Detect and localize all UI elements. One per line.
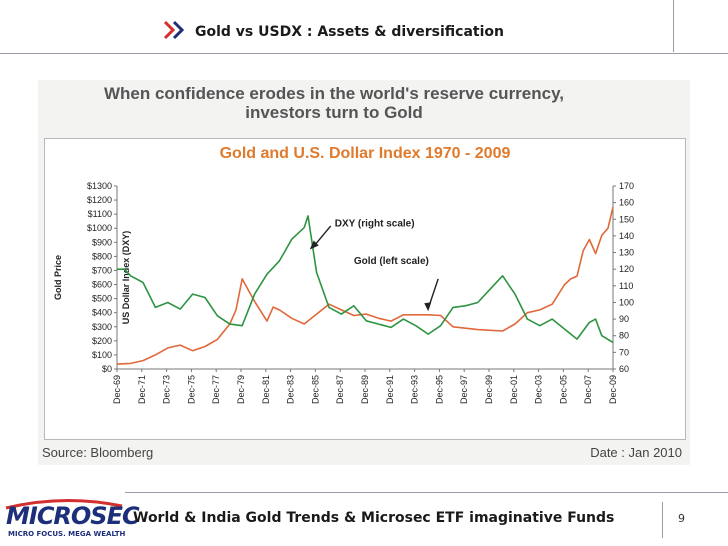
x-tick-label: Dec-05 <box>558 375 568 404</box>
x-tick-label: Dec-81 <box>261 375 271 404</box>
left-tick-label: $1000 <box>87 223 112 233</box>
right-tick-label: 150 <box>619 214 634 224</box>
right-tick-label: 110 <box>619 281 633 291</box>
chart-figure: When confidence erodes in the world's re… <box>38 80 690 465</box>
header-divider <box>673 0 674 52</box>
x-tick-label: Dec-75 <box>186 375 196 404</box>
left-tick-label: $300 <box>92 322 112 332</box>
x-tick-label: Dec-77 <box>211 375 221 404</box>
left-tick-label: $600 <box>92 280 112 290</box>
right-tick-label: 140 <box>619 231 634 241</box>
chart-panel: Gold and U.S. Dollar Index 1970 - 2009 $… <box>44 138 686 440</box>
date-text: Date : Jan 2010 <box>590 445 682 460</box>
slide-title: Gold vs USDX : Assets & diversification <box>195 24 505 40</box>
dual-axis-line-chart: $0 $100 $200 $300 $400 $500 $600 $700 $800 $900 $1… <box>53 181 634 404</box>
figure-headline: When confidence erodes in the world's re… <box>103 84 565 122</box>
x-tick-label: Dec-97 <box>459 375 469 404</box>
x-tick-label: Dec-87 <box>335 375 345 404</box>
gold-price-line <box>116 206 614 365</box>
gold-annotation-label: Gold (left scale) <box>354 256 429 267</box>
left-tick-label: $100 <box>92 350 112 360</box>
right-tick-label: 120 <box>619 264 634 274</box>
x-tick-label: Dec-91 <box>385 375 395 404</box>
right-tick-label: 130 <box>619 248 634 258</box>
left-tick-label: $200 <box>92 336 112 346</box>
microsec-logo: MICROSEC MICRO FOCUS. MEGA WEALTH <box>4 498 140 542</box>
left-tick-label: $500 <box>92 294 112 304</box>
x-tick-label: Dec-01 <box>509 375 519 404</box>
x-tick-label: Dec-07 <box>583 375 593 404</box>
left-tick-label: $900 <box>92 237 112 247</box>
right-tick-label: 170 <box>619 181 634 191</box>
logo-swoosh-icon <box>5 498 123 510</box>
dxy-annotation-label: DXY (right scale) <box>335 219 415 230</box>
left-tick-label: $800 <box>92 251 112 261</box>
logo-wordmark: MICROSEC <box>6 502 140 530</box>
slide-footer: MICROSEC MICRO FOCUS. MEGA WEALTH World … <box>0 488 728 546</box>
left-tick-label: $1100 <box>88 209 112 219</box>
dxy-line <box>117 215 614 344</box>
double-chevron-icon <box>163 20 185 40</box>
footer-caption: World & India Gold Trends & Microsec ETF… <box>133 510 615 526</box>
x-tick-label: Dec-79 <box>236 375 246 404</box>
left-tick-label: $700 <box>92 265 112 275</box>
left-axis-title: Gold Price <box>53 255 63 300</box>
chart-title: Gold and U.S. Dollar Index 1970 - 2009 <box>219 145 511 162</box>
x-tick-label: Dec-83 <box>286 375 296 404</box>
right-tick-label: 60 <box>619 364 629 374</box>
left-tick-label: $1200 <box>87 195 112 205</box>
x-tick-label: Dec-95 <box>434 375 444 404</box>
left-tick-label: $0 <box>102 364 112 374</box>
right-tick-label: 90 <box>619 314 629 324</box>
x-tick-label: Dec-93 <box>410 375 420 404</box>
page-number: 9 <box>678 512 685 525</box>
right-tick-label: 70 <box>619 347 629 357</box>
header-rule <box>0 53 728 54</box>
x-tick-label: Dec-73 <box>162 375 172 404</box>
x-tick-label: Dec-85 <box>310 375 320 404</box>
right-tick-label: 160 <box>619 198 634 208</box>
x-tick-label: Dec-71 <box>137 375 147 404</box>
left-tick-label: $1300 <box>87 181 112 191</box>
footer-rule <box>125 492 728 493</box>
left-tick-label: $400 <box>92 308 112 318</box>
x-tick-label: Dec-09 <box>608 375 618 404</box>
x-tick-label: Dec-99 <box>484 375 494 404</box>
right-axis-title: US Dollar Index (DXY) <box>121 231 131 325</box>
x-tick-label: Dec-03 <box>534 375 544 404</box>
right-tick-label: 80 <box>619 331 629 341</box>
slide-header: Gold vs USDX : Assets & diversification <box>0 0 728 60</box>
logo-tagline: MICRO FOCUS. MEGA WEALTH <box>8 530 126 538</box>
gold-arrowhead <box>424 302 432 312</box>
x-tick-label: Dec-89 <box>360 375 370 404</box>
right-tick-label: 100 <box>619 297 634 307</box>
dxy-arrowhead <box>309 240 319 250</box>
x-tick-label: Dec-69 <box>112 375 122 404</box>
source-text: Source: Bloomberg <box>42 445 154 460</box>
footer-divider <box>662 502 663 538</box>
